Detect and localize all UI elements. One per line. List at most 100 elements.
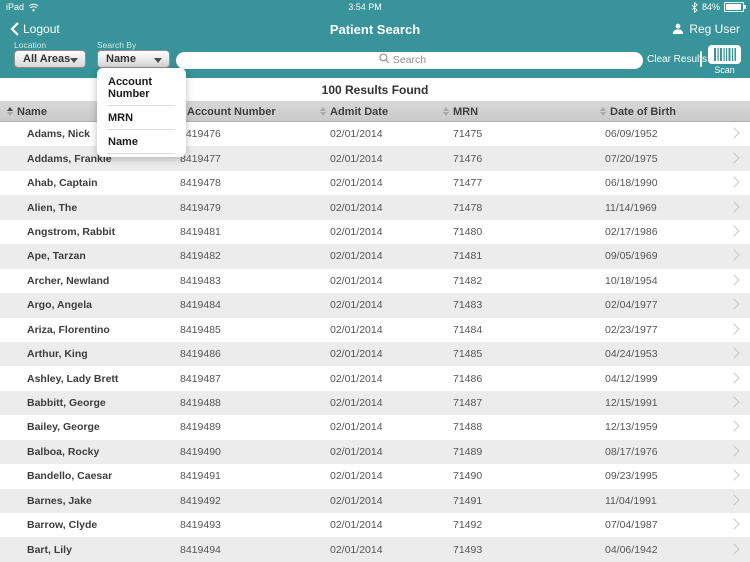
- location-label: Location: [14, 40, 47, 50]
- table-row[interactable]: Ahab, Captain 8419478 02/01/2014 71477 0…: [0, 170, 750, 196]
- user-label: Reg User: [689, 22, 740, 36]
- divider: [700, 51, 702, 67]
- status-bar: iPad 3:54 PM 84%: [0, 0, 750, 14]
- admit-date: 02/01/2014: [330, 445, 383, 458]
- chevron-right-icon: [728, 518, 740, 530]
- logout-label: Logout: [23, 22, 60, 36]
- column-label: Date of Birth: [610, 105, 676, 118]
- column-header-date-of-birth[interactable]: Date of Birth: [600, 101, 676, 122]
- account-number: 8419486: [180, 348, 221, 361]
- popover-option-mrn[interactable]: MRN: [108, 112, 134, 124]
- account-number: 8419491: [180, 470, 221, 483]
- table-row[interactable]: Bandello, Caesar 8419491 02/01/2014 7149…: [0, 464, 750, 489]
- column-header-admit-date[interactable]: Admit Date: [320, 101, 388, 122]
- results-summary: 100 Results Found: [0, 78, 750, 101]
- account-number: 8419481: [180, 225, 221, 238]
- date-of-birth: 06/09/1952: [605, 128, 658, 141]
- user-icon: [673, 23, 684, 34]
- account-number: 8419487: [180, 372, 221, 385]
- mrn: 71490: [453, 470, 483, 483]
- patient-name: Balboa, Rocky: [27, 445, 100, 458]
- popover-option-name[interactable]: Name: [108, 136, 138, 148]
- patient-name: Archer, Newland: [27, 274, 110, 287]
- back-chevron-icon: [10, 22, 19, 36]
- search-by-value: Name: [106, 53, 136, 65]
- account-number: 8419483: [180, 274, 221, 287]
- column-header-mrn[interactable]: MRN: [443, 101, 478, 122]
- date-of-birth: 09/23/1995: [605, 470, 658, 483]
- date-of-birth: 02/04/1977: [605, 299, 658, 312]
- chevron-right-icon: [728, 323, 740, 335]
- clear-results-button[interactable]: Clear Results: [647, 54, 708, 65]
- admit-date: 02/01/2014: [330, 421, 383, 434]
- logout-button[interactable]: Logout: [10, 14, 60, 44]
- mrn: 71477: [453, 177, 483, 190]
- page-title: Patient Search: [329, 21, 421, 37]
- admit-date: 02/01/2014: [330, 348, 383, 361]
- patient-name: Ape, Tarzan: [27, 250, 86, 263]
- chevron-right-icon: [728, 445, 740, 457]
- chevron-right-icon: [728, 371, 740, 384]
- chevron-right-icon: [728, 249, 740, 262]
- popover-option-account-number[interactable]: Account Number: [108, 76, 152, 100]
- column-header-name[interactable]: Name: [7, 101, 47, 122]
- admit-date: 02/01/2014: [330, 201, 383, 214]
- mrn: 71493: [453, 543, 483, 556]
- date-of-birth: 07/20/1975: [605, 152, 658, 165]
- divider: [107, 105, 175, 106]
- table-row[interactable]: Alien, The 8419479 02/01/2014 71478 11/1…: [0, 195, 750, 220]
- column-label: Name: [17, 105, 47, 118]
- table-row[interactable]: Babbitt, George 8419488 02/01/2014 71487…: [0, 390, 750, 416]
- chevron-right-icon: [728, 469, 740, 482]
- chevron-right-icon: [728, 274, 740, 286]
- nav-bar: Logout Patient Search Reg User: [0, 14, 750, 44]
- table-row[interactable]: Bart, Lily 8419494 02/01/2014 71493 04/0…: [0, 537, 750, 562]
- user-button[interactable]: Reg User: [672, 14, 740, 44]
- table-row[interactable]: Ariza, Florentino 8419485 02/01/2014 714…: [0, 317, 750, 342]
- table-row[interactable]: Argo, Angela 8419484 02/01/2014 71483 02…: [0, 293, 750, 318]
- results-table: Adams, Nick 8419476 02/01/2014 71475 06/…: [0, 122, 750, 562]
- table-row[interactable]: Archer, Newland 8419483 02/01/2014 71482…: [0, 268, 750, 294]
- mrn: 71484: [453, 323, 483, 336]
- mrn: 71475: [453, 128, 483, 141]
- mrn: 71481: [453, 250, 483, 263]
- table-row[interactable]: Barrow, Clyde 8419493 02/01/2014 71492 0…: [0, 513, 750, 538]
- admit-date: 02/01/2014: [330, 250, 383, 263]
- table-row[interactable]: Ape, Tarzan 8419482 02/01/2014 71481 09/…: [0, 244, 750, 269]
- divider: [107, 153, 175, 154]
- barcode-icon: [713, 48, 736, 61]
- date-of-birth: 10/18/1954: [605, 274, 658, 287]
- chevron-right-icon: [728, 151, 740, 164]
- patient-name: Barrow, Clyde: [27, 519, 98, 532]
- mrn: 71483: [453, 299, 483, 312]
- patient-name: Adams, Nick: [27, 128, 91, 141]
- account-number: 8419490: [180, 445, 221, 458]
- date-of-birth: 11/04/1991: [605, 494, 657, 507]
- column-header-account-number[interactable]: Account Number: [177, 101, 276, 122]
- chevron-right-icon: [728, 225, 740, 237]
- table-row[interactable]: Ashley, Lady Brett 8419487 02/01/2014 71…: [0, 366, 750, 391]
- search-input[interactable]: [176, 51, 643, 69]
- bluetooth-icon: [691, 1, 698, 13]
- account-number: 8419482: [180, 250, 221, 263]
- date-of-birth: 04/12/1999: [605, 372, 658, 385]
- location-dropdown[interactable]: All Areas: [14, 50, 86, 68]
- table-row[interactable]: Bailey, George 8419489 02/01/2014 71488 …: [0, 415, 750, 440]
- scan-button[interactable]: [708, 45, 741, 64]
- patient-name: Addams, Frankie: [27, 152, 112, 165]
- table-row[interactable]: Balboa, Rocky 8419490 02/01/2014 71489 0…: [0, 439, 750, 465]
- table-row[interactable]: Arthur, King 8419486 02/01/2014 71485 04…: [0, 341, 750, 367]
- date-of-birth: 12/13/1959: [605, 421, 658, 434]
- chevron-down-icon: [154, 58, 162, 63]
- search-by-dropdown[interactable]: Name: [97, 50, 170, 68]
- admit-date: 02/01/2014: [330, 152, 383, 165]
- patient-name: Ashley, Lady Brett: [27, 372, 119, 385]
- account-number: 8419477: [180, 152, 221, 165]
- account-number: 8419479: [180, 201, 221, 214]
- table-row[interactable]: Barnes, Jake 8419492 02/01/2014 71491 11…: [0, 488, 750, 513]
- table-row[interactable]: Angstrom, Rabbit 8419481 02/01/2014 7148…: [0, 219, 750, 245]
- chevron-right-icon: [728, 347, 740, 359]
- patient-name: Angstrom, Rabbit: [27, 225, 116, 238]
- admit-date: 02/01/2014: [330, 274, 383, 287]
- patient-name: Argo, Angela: [27, 299, 92, 312]
